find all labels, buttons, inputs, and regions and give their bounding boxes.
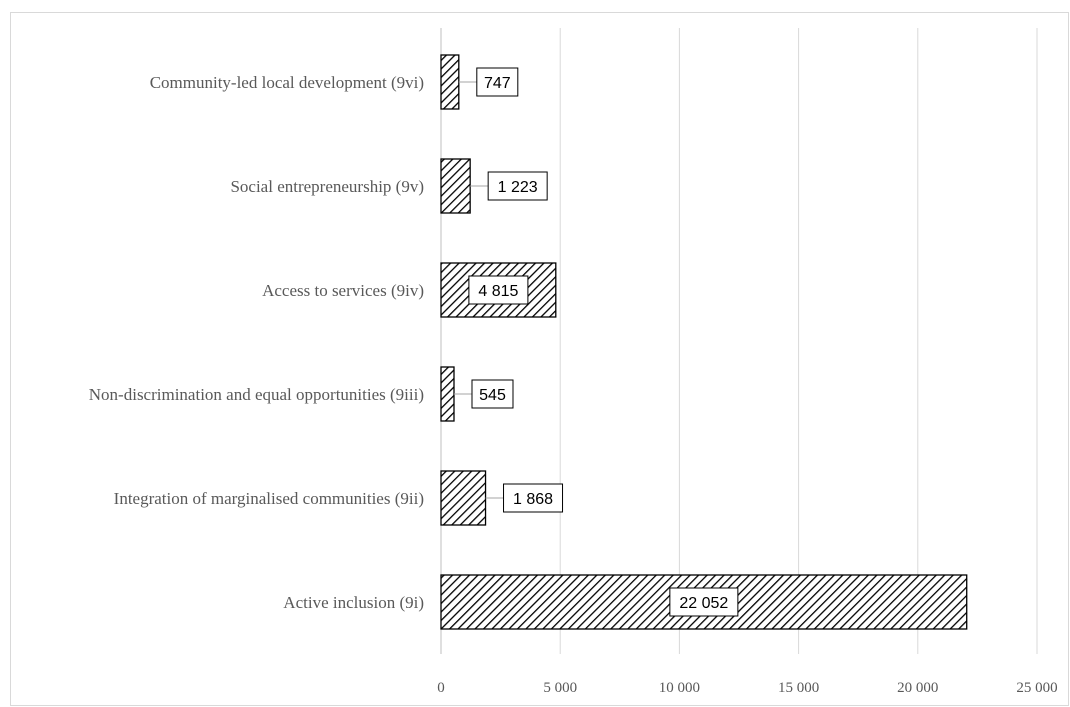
x-tick-label: 10 000 <box>659 680 700 696</box>
category-label: Social entrepreneurship (9v) <box>230 177 424 196</box>
data-label-box <box>669 587 739 617</box>
data-label: 1 223 <box>498 179 538 196</box>
category-label: Integration of marginalised communities … <box>114 489 424 508</box>
data-label: 4 815 <box>478 283 518 300</box>
data-label-box <box>503 483 564 513</box>
category-label: Community-led local development (9vi) <box>150 73 424 92</box>
x-tick-label: 20 000 <box>897 680 938 696</box>
x-tick-label: 0 <box>437 680 445 696</box>
x-tick-label: 15 000 <box>778 680 819 696</box>
category-label: Active inclusion (9i) <box>283 593 424 612</box>
bar <box>440 158 471 214</box>
data-label: 545 <box>479 387 506 404</box>
bar <box>440 54 460 110</box>
x-tick-label: 5 000 <box>543 680 577 696</box>
data-label: 747 <box>484 75 511 92</box>
chart-frame <box>10 12 1069 706</box>
bar <box>440 366 455 422</box>
data-label-box <box>468 275 529 305</box>
data-label: 1 868 <box>513 491 553 508</box>
data-label: 22 052 <box>679 595 728 612</box>
category-label: Access to services (9iv) <box>262 281 424 300</box>
x-tick-label: 25 000 <box>1016 680 1057 696</box>
data-label-box <box>487 171 548 201</box>
data-label-box <box>471 379 514 409</box>
category-label: Non-discrimination and equal opportuniti… <box>89 385 424 404</box>
bar <box>440 470 487 526</box>
data-label-box <box>476 67 519 97</box>
